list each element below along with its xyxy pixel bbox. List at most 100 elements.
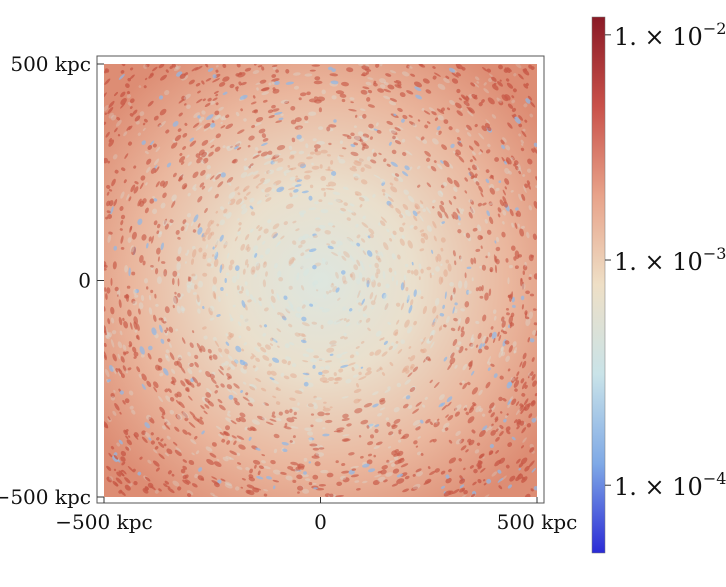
heatmap-speckle	[362, 265, 365, 271]
heatmap-speckle	[134, 181, 139, 185]
heatmap-speckle	[148, 437, 152, 441]
heatmap-speckle	[261, 460, 266, 464]
heatmap-speckle	[212, 336, 217, 342]
heatmap-speckle	[108, 139, 115, 147]
heatmap-speckle	[510, 245, 516, 251]
heatmap-speckle	[300, 265, 305, 269]
heatmap-speckle	[240, 486, 244, 489]
heatmap-speckle	[252, 154, 260, 159]
heatmap-speckle	[323, 406, 326, 409]
heatmap-speckle	[301, 301, 310, 307]
heatmap-speckle	[111, 330, 117, 335]
heatmap-speckle	[186, 212, 192, 218]
heatmap-speckle	[437, 211, 443, 219]
heatmap-speckle	[316, 141, 326, 145]
heatmap-speckle	[342, 477, 350, 483]
heatmap-speckle	[361, 195, 370, 202]
heatmap-speckle	[173, 295, 179, 304]
heatmap-speckle	[113, 389, 116, 393]
heatmap-speckle	[376, 268, 381, 275]
heatmap-speckle	[343, 332, 347, 336]
heatmap-speckle	[531, 467, 536, 473]
heatmap-speckle	[342, 438, 351, 442]
heatmap-speckle	[360, 89, 368, 95]
heatmap-speckle	[319, 306, 324, 310]
heatmap-speckle	[326, 347, 335, 353]
heatmap-speckle	[406, 294, 410, 304]
heatmap-speckle	[238, 81, 242, 86]
heatmap-speckle	[209, 305, 215, 312]
heatmap-speckle	[404, 475, 410, 480]
heatmap-speckle	[205, 227, 211, 235]
heatmap-speckle	[225, 145, 230, 149]
heatmap-speckle	[448, 126, 453, 131]
heatmap-speckle	[452, 287, 456, 295]
heatmap-speckle	[281, 359, 288, 364]
heatmap-speckle	[257, 65, 263, 68]
heatmap-speckle	[257, 181, 265, 186]
heatmap-speckle	[487, 97, 495, 105]
heatmap-speckle	[144, 278, 148, 284]
heatmap-speckle	[470, 493, 476, 497]
heatmap-speckle	[215, 93, 219, 97]
heatmap-speckle	[468, 361, 473, 367]
heatmap-speckle	[128, 390, 134, 396]
heatmap-speckle	[355, 351, 359, 356]
heatmap-speckle	[270, 337, 274, 342]
heatmap-speckle	[112, 353, 117, 362]
heatmap-speckle	[493, 373, 498, 378]
heatmap-speckle	[533, 485, 537, 491]
heatmap-speckle	[199, 416, 203, 420]
heatmap-speckle	[362, 250, 367, 255]
heatmap-speckle	[454, 407, 458, 411]
heatmap-speckle	[214, 193, 219, 199]
heatmap-speckle	[296, 134, 302, 140]
heatmap-speckle	[106, 191, 110, 196]
heatmap-speckle	[211, 476, 218, 480]
heatmap-speckle	[283, 169, 292, 174]
heatmap-speckle	[437, 418, 440, 421]
heatmap-speckle	[247, 299, 252, 303]
heatmap-speckle	[314, 262, 322, 267]
heatmap-speckle	[312, 138, 317, 142]
heatmap-speckle	[375, 272, 379, 279]
heatmap-speckle	[181, 75, 189, 81]
heatmap-speckle	[483, 88, 490, 94]
heatmap-speckle	[218, 347, 223, 353]
heatmap-speckle	[189, 342, 194, 348]
heatmap-speckle	[215, 102, 219, 106]
heatmap-speckle	[506, 82, 514, 89]
heatmap-speckle	[505, 426, 511, 432]
heatmap-speckle	[406, 293, 410, 300]
heatmap-speckle	[218, 369, 224, 376]
heatmap-speckle	[531, 417, 537, 423]
heatmap-speckle	[380, 469, 387, 475]
heatmap-speckle	[524, 119, 528, 123]
heatmap-speckle	[126, 94, 131, 99]
heatmap-speckle	[190, 221, 194, 227]
heatmap-speckle	[266, 370, 272, 376]
heatmap-speckle	[405, 150, 413, 156]
heatmap-speckle	[529, 274, 532, 277]
heatmap-speckle	[302, 488, 310, 494]
heatmap-speckle	[138, 302, 144, 310]
heatmap-speckle	[402, 433, 410, 440]
heatmap-speckle	[392, 135, 396, 140]
heatmap-speckle	[142, 122, 146, 126]
heatmap-speckle	[468, 211, 473, 219]
heatmap-speckle	[467, 110, 474, 117]
heatmap-speckle	[158, 395, 163, 403]
heatmap-speckle	[478, 343, 483, 350]
heatmap-speckle	[193, 284, 198, 290]
heatmap-speckle	[378, 152, 382, 156]
heatmap-speckle	[219, 234, 224, 242]
heatmap-speckle	[251, 124, 256, 129]
heatmap-speckle	[401, 71, 410, 77]
heatmap-speckle	[268, 363, 272, 367]
heatmap-speckle	[333, 381, 339, 385]
heatmap-speckle	[259, 177, 266, 182]
heatmap-speckle	[262, 99, 268, 103]
heatmap-speckle	[164, 90, 170, 96]
heatmap-speckle	[452, 250, 456, 257]
